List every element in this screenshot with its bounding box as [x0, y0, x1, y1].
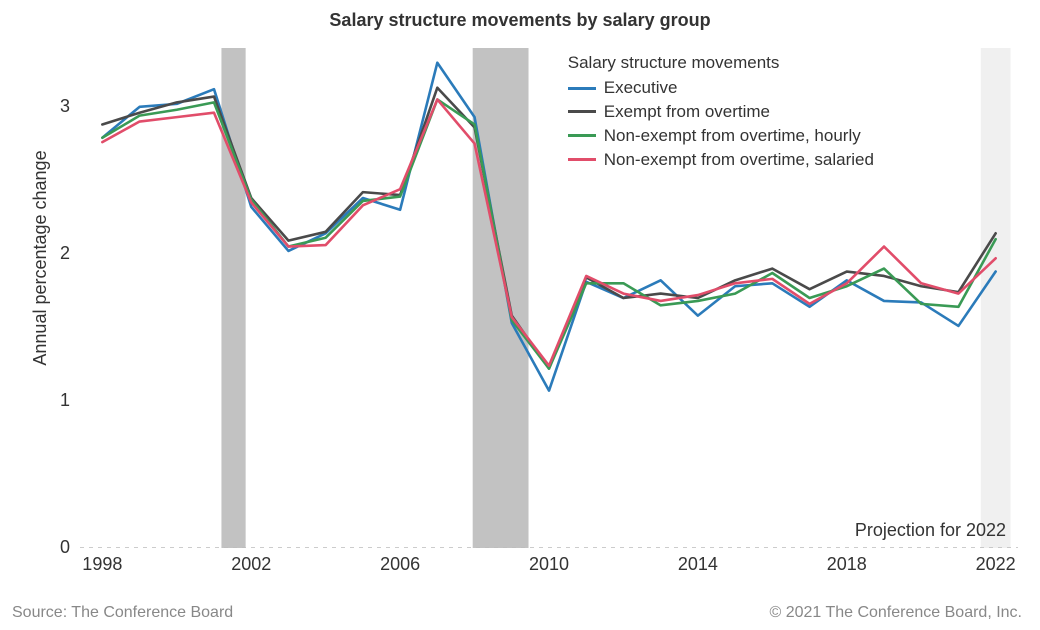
chart-container: Salary structure movements by salary gro… — [0, 0, 1040, 630]
legend-swatch — [568, 87, 596, 90]
plot-area — [80, 48, 1018, 548]
legend-items: ExecutiveExempt from overtimeNon-exempt … — [568, 76, 874, 171]
x-tick-label: 1998 — [82, 554, 122, 575]
x-tick-label: 2010 — [529, 554, 569, 575]
legend-label: Non-exempt from overtime, salaried — [604, 148, 874, 172]
legend-label: Exempt from overtime — [604, 100, 770, 124]
x-tick-label: 2018 — [827, 554, 867, 575]
y-tick-label: 1 — [40, 390, 70, 411]
x-tick-label: 2002 — [231, 554, 271, 575]
legend-label: Non-exempt from overtime, hourly — [604, 124, 861, 148]
x-tick-label: 2022 — [976, 554, 1016, 575]
legend-item: Exempt from overtime — [568, 100, 874, 124]
legend-swatch — [568, 158, 596, 161]
source-text: Source: The Conference Board — [12, 604, 233, 622]
legend-title: Salary structure movements — [568, 51, 874, 75]
y-tick-label: 2 — [40, 243, 70, 264]
legend-label: Executive — [604, 76, 678, 100]
chart-title: Salary structure movements by salary gro… — [0, 10, 1040, 31]
y-tick-label: 3 — [40, 96, 70, 117]
x-tick-label: 2014 — [678, 554, 718, 575]
legend: Salary structure movements ExecutiveExem… — [568, 51, 874, 172]
x-tick-label: 2006 — [380, 554, 420, 575]
legend-swatch — [568, 110, 596, 113]
projection-label: Projection for 2022 — [855, 520, 1006, 541]
legend-item: Executive — [568, 76, 874, 100]
copyright-text: © 2021 The Conference Board, Inc. — [769, 604, 1022, 622]
legend-item: Non-exempt from overtime, hourly — [568, 124, 874, 148]
legend-swatch — [568, 134, 596, 137]
y-tick-label: 0 — [40, 537, 70, 558]
legend-item: Non-exempt from overtime, salaried — [568, 148, 874, 172]
